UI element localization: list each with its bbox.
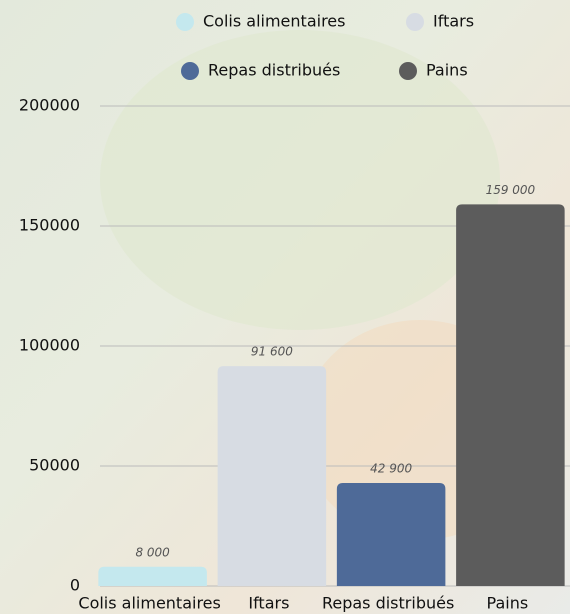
legend-label: Repas distribués	[208, 61, 340, 80]
x-tick-label: Colis alimentaires	[78, 594, 220, 613]
legend-swatch	[176, 13, 194, 31]
legend-swatch	[181, 62, 199, 80]
bar	[456, 204, 565, 586]
bar	[98, 567, 207, 586]
x-tick-label: Iftars	[248, 594, 289, 613]
y-tick-label: 150000	[19, 216, 80, 235]
value-label: 42 900	[370, 462, 412, 476]
value-label: 159 000	[486, 183, 536, 197]
y-tick-label: 200000	[19, 96, 80, 115]
legend-label: Iftars	[433, 12, 474, 31]
legend-label: Colis alimentaires	[203, 12, 345, 31]
chart: 0 50000 100000 150000 200000 Colis alimentair…	[0, 0, 570, 614]
legend-swatch	[399, 62, 417, 80]
y-tick-label: 0	[70, 576, 80, 595]
value-label: 91 600	[251, 345, 293, 359]
x-tick-label: Pains	[487, 594, 529, 613]
y-tick-label: 100000	[19, 336, 80, 355]
bar	[337, 483, 446, 586]
legend-swatch	[406, 13, 424, 31]
y-tick-label: 50000	[29, 456, 80, 475]
page: 0 50000 100000 150000 200000 Colis alimentair…	[0, 0, 570, 614]
value-label: 8 000	[135, 545, 170, 559]
legend-label: Pains	[426, 61, 468, 80]
x-tick-label: Repas distribués	[322, 594, 454, 613]
bar	[218, 366, 327, 586]
